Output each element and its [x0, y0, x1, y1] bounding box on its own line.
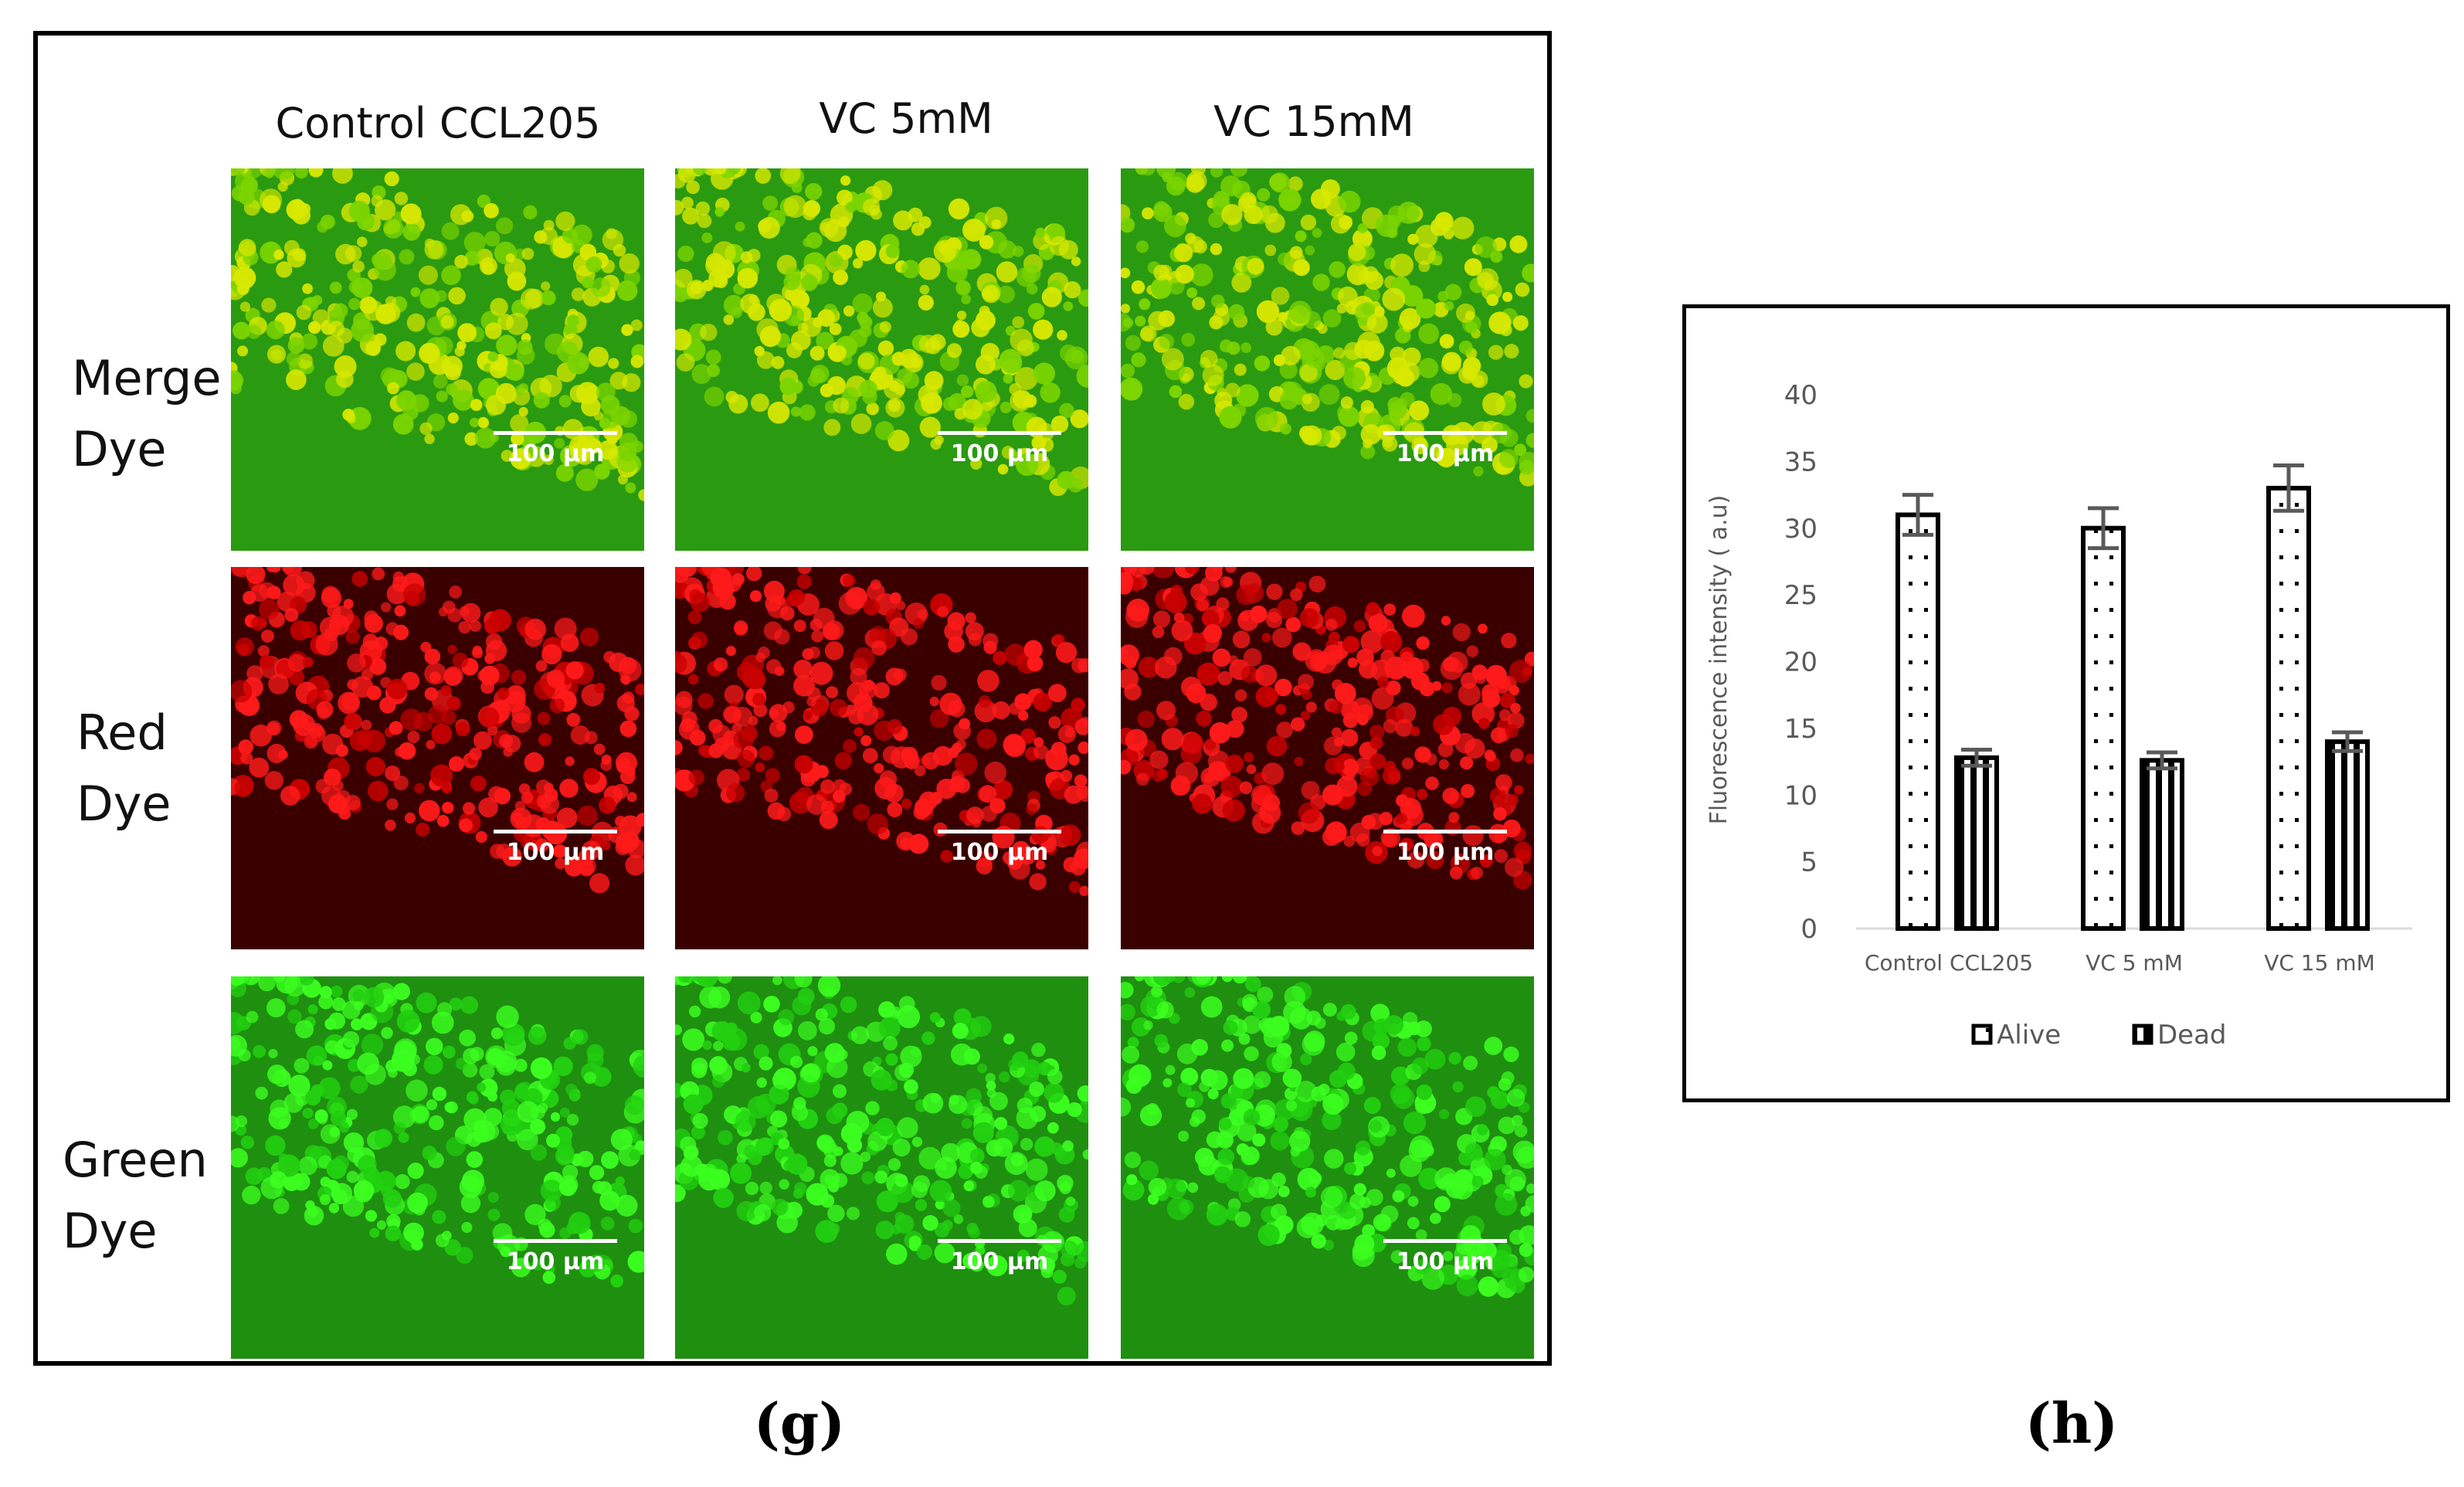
microscopy-panel-g: Control CCL205 VC 5mM VC 15mM Merge Dye R… [33, 31, 1552, 1366]
y-tick-label: 20 [1784, 647, 1817, 678]
scale-bar [494, 431, 617, 435]
scale-bar [938, 830, 1061, 833]
scale-bar-label: 100 µm [1396, 839, 1495, 866]
scale-bar [494, 830, 617, 833]
scale-bar-label: 100 µm [506, 839, 605, 866]
y-tick-label: 5 [1800, 847, 1817, 878]
scale-bar-label: 100 µm [950, 1248, 1049, 1275]
bar-dead [1954, 755, 1999, 931]
micrograph-red-vc5: 100 µm [675, 567, 1088, 949]
legend-swatch-dead [2132, 1024, 2153, 1045]
legend-swatch-alive [1971, 1024, 1993, 1045]
scale-bar [938, 1239, 1061, 1243]
legend-label-dead: Dead [2157, 1020, 2227, 1051]
y-tick-label: 40 [1784, 380, 1817, 411]
micrograph-merge-vc15: 100 µm [1121, 168, 1534, 551]
x-category-label: VC 15 mM [2264, 950, 2375, 976]
micrograph-red-vc15: 100 µm [1121, 567, 1534, 949]
y-tick-label: 35 [1784, 446, 1817, 477]
bar-dead [2140, 758, 2184, 932]
y-tick-label: 30 [1784, 514, 1817, 545]
column-header-vc15: VC 15mM [1213, 97, 1414, 146]
scale-bar-label: 100 µm [506, 440, 605, 467]
micrograph-green-control: 100 µm [231, 976, 644, 1359]
bar-alive [2266, 485, 2311, 932]
fluorescence-bar-chart: Fluorescence intensity ( a.u) 0 5 10 15 20 25… [1705, 380, 2412, 1051]
y-tick-label: 15 [1784, 714, 1817, 745]
scale-bar [1383, 1239, 1507, 1243]
scale-bar [1383, 431, 1507, 435]
scale-bar-label: 100 µm [1396, 1248, 1495, 1275]
micrograph-merge-control: 100 µm [231, 168, 644, 551]
scale-bar [494, 1239, 617, 1243]
micrograph-red-control: 100 µm [231, 567, 644, 949]
scale-bar [1383, 830, 1507, 833]
scale-bar-label: 100 µm [506, 1248, 605, 1275]
x-category-label: VC 5 mM [2086, 950, 2183, 976]
micrograph-merge-vc5: 100 µm [675, 168, 1088, 551]
x-category-label: Control CCL205 [1865, 950, 2033, 976]
bar-alive [1896, 512, 1940, 932]
row-label-red: Red Dye [76, 704, 171, 832]
y-tick-label: 0 [1800, 914, 1817, 945]
row-label-green: Green Dye [63, 1132, 208, 1259]
scale-bar-label: 100 µm [950, 440, 1049, 467]
bar-chart-panel-h: Fluorescence intensity ( a.u) 0 5 10 15 20 25… [1682, 304, 2450, 1102]
bar-alive [2081, 525, 2126, 931]
bar-dead [2325, 739, 2370, 932]
micrograph-green-vc5: 100 µm [675, 976, 1088, 1359]
scale-bar [938, 431, 1061, 435]
panel-letter-h: (h) [2024, 1390, 2119, 1456]
scale-bar-label: 100 µm [950, 839, 1049, 866]
row-label-merge: Merge Dye [72, 350, 222, 477]
legend-label-alive: Alive [1997, 1020, 2061, 1051]
column-header-control: Control CCL205 [275, 99, 601, 148]
scale-bar-label: 100 µm [1396, 440, 1495, 467]
y-axis-title: Fluorescence intensity ( a.u) [1705, 495, 1733, 825]
micrograph-green-vc15: 100 µm [1121, 976, 1534, 1359]
y-tick-label: 10 [1784, 780, 1817, 811]
y-tick-label: 25 [1784, 580, 1817, 611]
panel-letter-g: (g) [753, 1390, 846, 1456]
column-header-vc5: VC 5mM [819, 94, 993, 143]
